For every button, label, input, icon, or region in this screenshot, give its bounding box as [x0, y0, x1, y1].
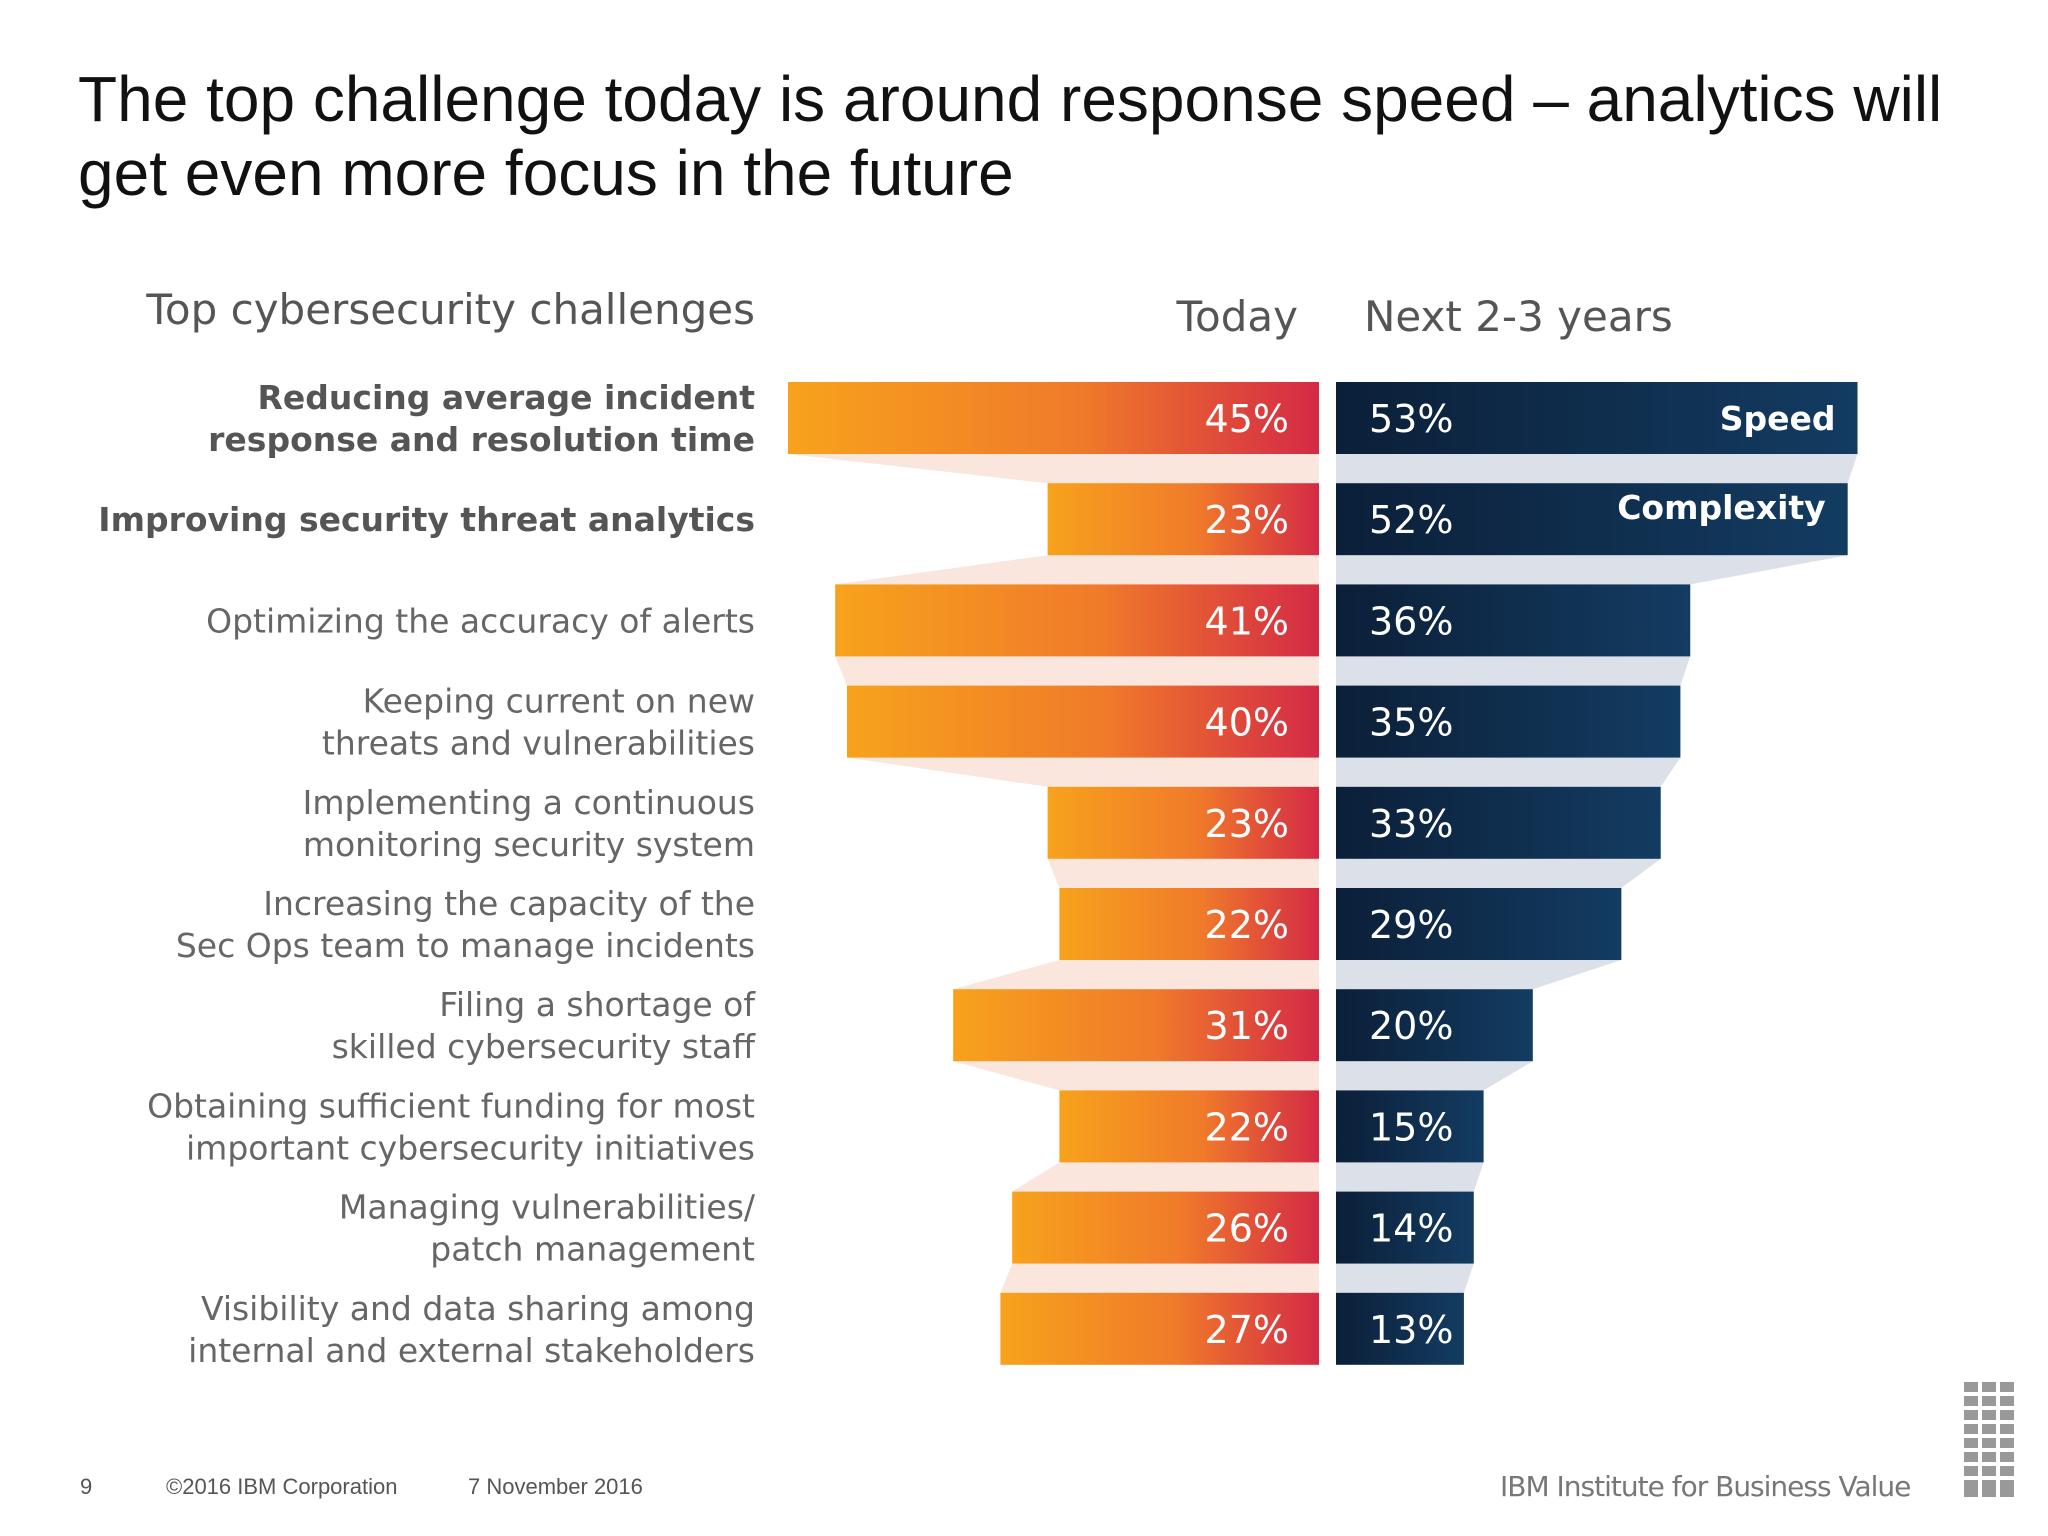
- funnel-bar-chart: Top cybersecurity challenges Today Next 2-…: [98, 285, 1858, 1370]
- today-value: 22%: [1205, 903, 1289, 947]
- next-bar: [1336, 685, 1681, 758]
- category-label: Improving security threat analytics: [98, 500, 755, 539]
- today-bar: [788, 382, 1319, 454]
- today-bar: [953, 989, 1319, 1062]
- next-connector: [1336, 1162, 1484, 1192]
- today-connector: [953, 1061, 1319, 1091]
- next-value: 13%: [1369, 1308, 1453, 1352]
- annotation-label: Complexity: [1617, 488, 1825, 527]
- brand-text: IBM Institute for Business Value: [1500, 1470, 1911, 1503]
- next-bar: [1336, 1191, 1474, 1264]
- category-label: skilled cybersecurity staff: [332, 1027, 757, 1066]
- category-label: Increasing the capacity of the: [263, 884, 755, 923]
- today-value: 45%: [1205, 397, 1289, 441]
- next-bar: [1336, 786, 1661, 859]
- today-connector: [788, 454, 1319, 484]
- today-connector: [847, 757, 1319, 787]
- next-value: 53%: [1369, 397, 1453, 441]
- next-bar: [1336, 989, 1533, 1062]
- slide-title: The top challenge today is around respon…: [78, 63, 1943, 209]
- today-value: 27%: [1205, 1308, 1289, 1352]
- annotation-label: Speed: [1720, 399, 1836, 438]
- next-bar: [1336, 483, 1848, 556]
- category-label: Obtaining sufficient funding for most: [147, 1086, 755, 1125]
- next-bar: [1336, 584, 1691, 657]
- today-connector: [835, 656, 1319, 686]
- next-connector: [1336, 757, 1681, 787]
- today-value: 23%: [1205, 802, 1289, 846]
- chart-title: Top cybersecurity challenges: [145, 285, 755, 334]
- category-label: Filing a shortage of: [439, 985, 756, 1024]
- category-label: important cybersecurity initiatives: [186, 1128, 755, 1167]
- category-label: patch management: [430, 1230, 755, 1269]
- today-connector: [1000, 1263, 1319, 1293]
- category-label: Optimizing the accuracy of alerts: [206, 601, 755, 640]
- today-connector: [1012, 1162, 1319, 1192]
- category-label: monitoring security system: [303, 825, 755, 864]
- category-label: Visibility and data sharing among: [201, 1289, 755, 1328]
- next-connector: [1336, 858, 1661, 888]
- next-value: 14%: [1369, 1207, 1453, 1251]
- copyright: ©2016 IBM Corporation: [166, 1474, 398, 1499]
- today-value: 23%: [1205, 498, 1289, 542]
- next-bar: [1336, 382, 1858, 454]
- today-bar: [847, 685, 1319, 758]
- next-connector: [1336, 656, 1691, 686]
- next-connector: [1336, 960, 1622, 990]
- next-connector: [1336, 454, 1858, 484]
- ibm-logo: [1964, 1382, 2014, 1497]
- next-value: 29%: [1369, 903, 1453, 947]
- category-label: Reducing average incident: [257, 378, 755, 417]
- category-label: response and resolution time: [208, 420, 755, 459]
- category-label: Sec Ops team to manage incidents: [176, 926, 755, 965]
- page-number: 9: [80, 1474, 93, 1499]
- today-bar: [1059, 1090, 1319, 1163]
- today-value: 31%: [1205, 1004, 1289, 1048]
- next-value: 20%: [1369, 1004, 1453, 1048]
- category-label: Implementing a continuous: [303, 783, 755, 822]
- category-label: threats and vulnerabilities: [322, 724, 755, 763]
- today-bar: [1059, 888, 1319, 960]
- category-label: Managing vulnerabilities/: [339, 1188, 756, 1227]
- next-value: 52%: [1369, 498, 1453, 542]
- next-connector: [1336, 555, 1848, 585]
- today-value: 41%: [1205, 599, 1289, 643]
- today-bar: [1047, 786, 1319, 859]
- today-value: 26%: [1205, 1207, 1289, 1251]
- today-value: 40%: [1205, 701, 1289, 745]
- next-bar: [1336, 1292, 1464, 1365]
- next-bar: [1336, 1090, 1484, 1163]
- today-connector: [953, 960, 1319, 990]
- today-bar: [1000, 1292, 1319, 1365]
- legend-today: Today: [1176, 292, 1298, 341]
- next-value: 35%: [1369, 701, 1453, 745]
- next-connector: [1336, 1061, 1533, 1091]
- category-label: internal and external stakeholders: [188, 1331, 755, 1370]
- next-value: 15%: [1369, 1105, 1453, 1149]
- today-bar: [1047, 483, 1319, 556]
- legend-next-years: Next 2-3 years: [1364, 292, 1673, 341]
- today-bar: [835, 584, 1319, 657]
- today-value: 22%: [1205, 1105, 1289, 1149]
- next-value: 36%: [1369, 599, 1453, 643]
- next-bar: [1336, 888, 1622, 960]
- today-bar: [1012, 1191, 1319, 1264]
- next-value: 33%: [1369, 802, 1453, 846]
- today-connector: [835, 555, 1319, 585]
- today-connector: [1047, 858, 1319, 888]
- next-connector: [1336, 1263, 1474, 1293]
- category-label: Keeping current on new: [363, 682, 755, 721]
- date: 7 November 2016: [468, 1474, 643, 1499]
